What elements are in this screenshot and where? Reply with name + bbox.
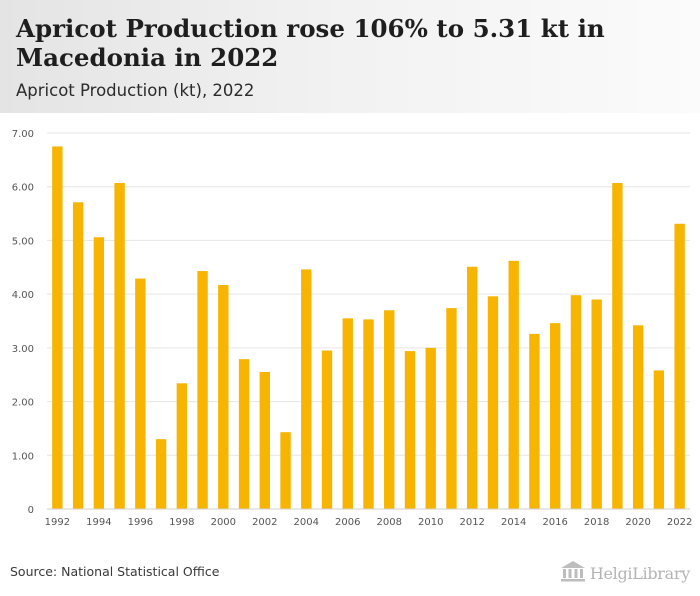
bar bbox=[508, 260, 519, 509]
chart-title: Apricot Production rose 106% to 5.31 kt … bbox=[16, 14, 605, 72]
bar-chart: 0 1.00 2.00 3.00 4.00 5.00 6.00 7.00 1992 1994 199… bbox=[12, 129, 693, 528]
x-tick-label: 1992 bbox=[45, 517, 70, 528]
bar bbox=[155, 439, 167, 509]
bar bbox=[425, 347, 436, 509]
brand-name: HelgiLibrary bbox=[589, 563, 690, 583]
x-tick-label: 2008 bbox=[377, 517, 402, 528]
bar bbox=[570, 295, 582, 509]
bar bbox=[653, 370, 665, 509]
y-tick-label: 1.00 bbox=[12, 451, 34, 462]
x-tick-label: 2004 bbox=[294, 517, 319, 528]
bar bbox=[114, 182, 125, 509]
bar bbox=[197, 271, 208, 509]
x-tick-label: 2020 bbox=[625, 517, 650, 528]
bar bbox=[612, 182, 623, 509]
bar bbox=[632, 325, 644, 509]
x-tick-label: 2006 bbox=[335, 517, 360, 528]
x-tick-label: 2000 bbox=[211, 517, 236, 528]
bar bbox=[404, 351, 416, 509]
bar bbox=[529, 333, 540, 509]
bar bbox=[487, 296, 499, 509]
x-tick-label: 1996 bbox=[128, 517, 153, 528]
bar bbox=[280, 432, 291, 509]
bar bbox=[549, 323, 561, 509]
bar bbox=[259, 372, 270, 509]
bar bbox=[446, 308, 457, 509]
bar bbox=[135, 278, 146, 509]
bar bbox=[467, 266, 478, 509]
brand-logo[interactable]: HelgiLibrary bbox=[560, 560, 690, 586]
x-tick-label: 2022 bbox=[667, 517, 692, 528]
header-band: Apricot Production rose 106% to 5.31 kt … bbox=[0, 0, 700, 113]
y-tick-label: 2.00 bbox=[12, 398, 34, 409]
bar bbox=[591, 299, 602, 509]
bar bbox=[52, 146, 63, 509]
bar bbox=[342, 318, 353, 509]
x-tick-label: 2002 bbox=[252, 517, 277, 528]
bar bbox=[218, 285, 229, 509]
bar bbox=[384, 310, 395, 509]
x-tick-label: 2016 bbox=[542, 517, 567, 528]
bar bbox=[93, 237, 105, 509]
y-tick-label: 0 bbox=[28, 505, 34, 516]
y-tick-label: 7.00 bbox=[12, 129, 34, 140]
y-tick-label: 4.00 bbox=[12, 290, 34, 301]
footer: Source: National Statistical Office Helg… bbox=[0, 552, 700, 596]
x-tick-label: 2012 bbox=[459, 517, 484, 528]
bar bbox=[238, 359, 250, 509]
chart-subtitle: Apricot Production (kt), 2022 bbox=[16, 81, 255, 100]
y-tick-label: 3.00 bbox=[12, 344, 34, 355]
y-tick-label: 5.00 bbox=[12, 236, 34, 247]
x-tick-label: 2018 bbox=[584, 517, 609, 528]
bar bbox=[674, 223, 685, 509]
source-note: Source: National Statistical Office bbox=[10, 564, 220, 579]
chart-area: 0 1.00 2.00 3.00 4.00 5.00 6.00 7.00 1992 1994 199… bbox=[0, 113, 700, 541]
x-tick-label: 2010 bbox=[418, 517, 443, 528]
bar bbox=[176, 383, 188, 509]
bar bbox=[363, 319, 374, 509]
library-building-icon bbox=[560, 560, 586, 586]
bar bbox=[321, 350, 333, 509]
y-tick-label: 6.00 bbox=[12, 183, 34, 194]
bar bbox=[301, 269, 312, 509]
x-tick-label: 1994 bbox=[86, 517, 111, 528]
x-tick-label: 2014 bbox=[501, 517, 526, 528]
x-tick-label: 1998 bbox=[169, 517, 194, 528]
bar bbox=[72, 202, 84, 509]
